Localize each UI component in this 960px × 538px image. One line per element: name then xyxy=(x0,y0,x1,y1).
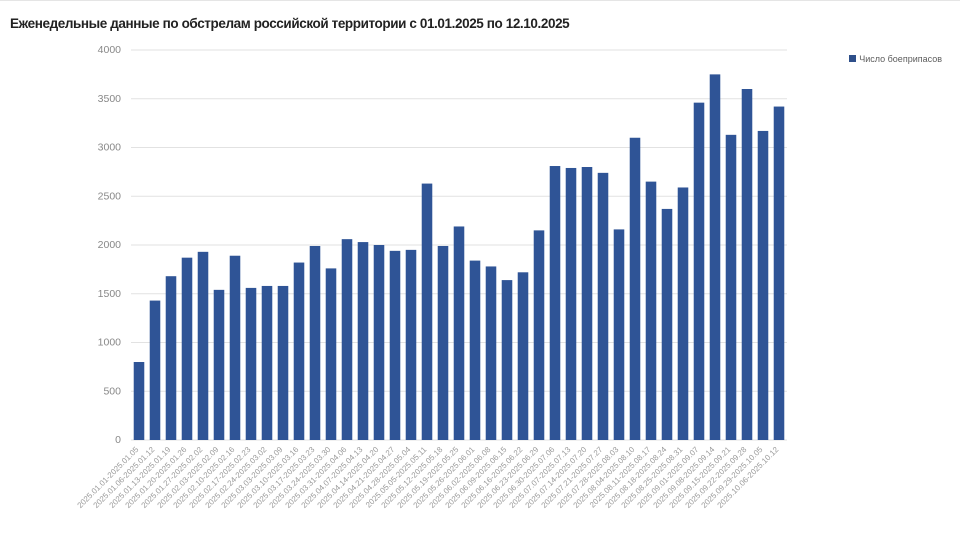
svg-text:1000: 1000 xyxy=(98,337,122,349)
svg-text:0: 0 xyxy=(115,434,121,446)
svg-text:1500: 1500 xyxy=(98,288,122,300)
svg-text:500: 500 xyxy=(103,385,121,397)
svg-text:4000: 4000 xyxy=(98,44,122,56)
svg-text:2500: 2500 xyxy=(98,190,122,202)
svg-text:3000: 3000 xyxy=(98,142,122,154)
svg-text:3500: 3500 xyxy=(98,93,122,105)
svg-text:2000: 2000 xyxy=(98,239,122,251)
